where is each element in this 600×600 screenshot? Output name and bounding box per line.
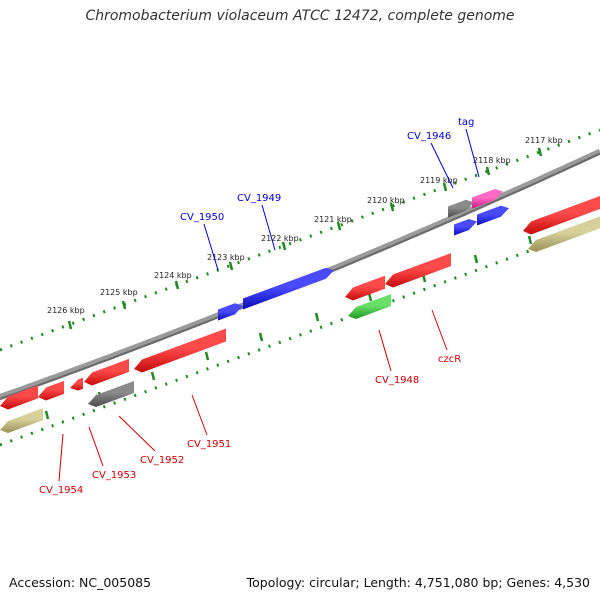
scale-label: 2123 kbp — [207, 253, 245, 262]
pseudo-gene-lower — [88, 381, 134, 407]
gene-label: CV_1949 — [237, 193, 281, 204]
scale-label: 2125 kbp — [100, 288, 138, 297]
lower-major-tick — [44, 410, 50, 420]
gene-label: CV_1950 — [180, 212, 224, 223]
gene-label: CV_1952 — [140, 455, 184, 466]
gene-label: CV_1948 — [375, 375, 419, 386]
reverse-gene-cv1951 — [134, 328, 226, 373]
scale-label: 2126 kbp — [47, 306, 85, 315]
upper-major-tick — [121, 300, 127, 310]
gene-leader-line — [191, 394, 208, 436]
gene-label: tag — [458, 117, 474, 128]
forward-gene-cv1949 — [243, 267, 334, 310]
lower-scale-track — [0, 223, 600, 447]
pseudo-gene-upper — [448, 199, 474, 218]
scale-label: 2122 kbp — [261, 234, 299, 243]
reverse-gene-cv1948 — [345, 275, 385, 301]
forward-gene-cv1950 — [218, 303, 243, 321]
upper-major-tick — [442, 182, 448, 192]
upper-major-tick — [485, 166, 491, 176]
lower-major-tick — [314, 312, 320, 322]
gene-label: CV_1946 — [407, 131, 451, 142]
upper-major-tick — [389, 202, 395, 212]
scale-label: 2120 kbp — [367, 196, 405, 205]
reverse-gene-cv1953a — [38, 380, 64, 401]
upper-major-tick — [228, 261, 234, 271]
rna-gene-green — [348, 294, 391, 319]
gene-leader-line — [378, 329, 392, 372]
upper-major-tick — [281, 241, 287, 251]
gene-label: CV_1953 — [92, 470, 136, 481]
upper-major-tick — [174, 280, 180, 290]
map-title: Chromobacterium violaceum ATCC 12472, co… — [85, 8, 515, 24]
lower-major-tick — [258, 332, 264, 342]
upper-major-tick — [67, 320, 73, 330]
lower-major-tick — [473, 254, 479, 264]
gene-label: czcR — [438, 354, 461, 365]
reverse-gene-right — [523, 196, 600, 235]
forward-gene-cv1946 — [454, 219, 477, 236]
lower-major-tick — [204, 351, 210, 361]
forward-gene-tag-partner — [477, 205, 509, 226]
scale-label: 2124 kbp — [154, 271, 192, 280]
highlight-gene-tag — [472, 189, 503, 209]
scale-label: 2117 kbp — [525, 136, 563, 145]
gene-leader-line — [431, 309, 448, 351]
upper-major-tick — [537, 147, 543, 157]
reverse-gene-czcR — [385, 253, 451, 288]
scale-label: 2118 kbp — [473, 156, 511, 165]
sequence-backbone — [0, 148, 600, 400]
topology-stats: Topology: circular; Length: 4,751,080 bp… — [246, 575, 590, 590]
reverse-gene-cv1952 — [84, 358, 129, 386]
olive-feature-left — [0, 408, 43, 433]
gene-leader-line — [261, 204, 276, 251]
upper-scale-track — [0, 128, 600, 352]
olive-feature-right — [528, 216, 600, 252]
scale-label: 2119 kbp — [420, 176, 458, 185]
gene-leader-line — [430, 142, 454, 189]
upper-major-tick — [336, 221, 342, 231]
lower-major-tick — [527, 235, 533, 245]
gene-leader-line — [58, 433, 64, 482]
scale-label: 2121 kbp — [314, 215, 352, 224]
gene-leader-line — [203, 223, 219, 271]
gene-leader-line — [465, 128, 480, 178]
lower-major-tick — [150, 371, 156, 381]
gene-label: CV_1954 — [39, 485, 83, 496]
gene-leader-line — [88, 426, 104, 467]
reverse-gene-cv1953b — [70, 377, 83, 391]
accession-text: Accession: NC_005085 — [9, 575, 152, 590]
gene-leader-line — [118, 415, 156, 452]
reverse-gene-cv1954 — [0, 385, 38, 410]
gene-label: CV_1951 — [187, 439, 231, 450]
